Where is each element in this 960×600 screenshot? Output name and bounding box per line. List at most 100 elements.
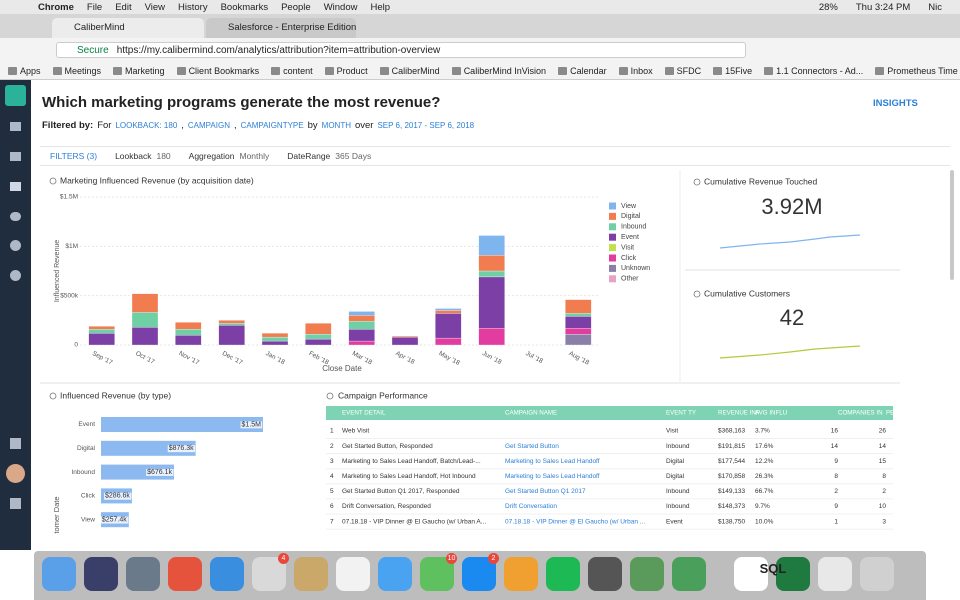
logo[interactable] — [5, 85, 26, 106]
filter-link[interactable]: LOOKBACK: 180 — [115, 121, 178, 130]
menu-item[interactable]: History — [178, 1, 208, 13]
column-header[interactable]: COMPANIES IN — [838, 410, 883, 417]
kpi-value: 3.92M — [761, 194, 822, 219]
dock-icon[interactable] — [168, 557, 202, 591]
chart-title: Influenced Revenue (by type) — [60, 390, 171, 400]
dock-icon[interactable] — [42, 557, 76, 591]
table-cell[interactable]: Marketing to Sales Lead Handoff — [505, 458, 600, 465]
dock-icon[interactable] — [546, 557, 580, 591]
logout-icon[interactable] — [10, 498, 21, 509]
filter-label: DateRange — [287, 151, 331, 161]
bookmark[interactable]: SFDC — [665, 66, 702, 76]
dock-icon[interactable] — [210, 557, 244, 591]
nav-icon[interactable] — [10, 182, 21, 191]
filter-link[interactable]: SEP 6, 2017 - SEP 6, 2018 — [377, 121, 475, 130]
dock-icon[interactable] — [734, 557, 768, 591]
menu-item[interactable]: Help — [370, 1, 391, 13]
column-header[interactable]: REVENUE INF — [718, 410, 760, 417]
bookmark[interactable]: content — [271, 66, 313, 76]
table-cell[interactable]: Drift Conversation — [505, 503, 557, 510]
filters-toggle[interactable]: FILTERS (3) — [50, 151, 98, 161]
legend-label[interactable]: Inbound — [621, 224, 646, 231]
table-cell[interactable]: Marketing to Sales Lead Handoff — [505, 473, 600, 480]
dock-icon[interactable] — [336, 557, 370, 591]
legend-label[interactable]: Unknown — [621, 265, 650, 272]
nav-icon[interactable] — [10, 212, 21, 221]
dock-icon[interactable] — [630, 557, 664, 591]
menu-item[interactable]: Window — [323, 1, 358, 13]
dock-icon[interactable] — [672, 557, 706, 591]
bookmark[interactable]: Prometheus Time S... — [875, 66, 960, 76]
legend-label[interactable]: Event — [621, 234, 639, 241]
chart-title: Marketing Influenced Revenue (by acquisi… — [60, 175, 254, 185]
dock-icon[interactable] — [860, 557, 894, 591]
table-cell[interactable]: 07.18.18 - VIP Dinner @ El Gaucho (w/ Ur… — [505, 518, 645, 525]
dock-icon[interactable] — [84, 557, 118, 591]
bookmark[interactable]: Client Bookmarks — [177, 66, 260, 76]
bookmark[interactable]: Calendar — [558, 66, 607, 76]
table-cell: 9 — [834, 503, 838, 510]
dock-icon[interactable] — [126, 557, 160, 591]
column-header[interactable]: EVENT DETAIL — [342, 410, 386, 417]
filter-item: Aggregation Monthly — [189, 151, 270, 161]
value-label-bg — [167, 445, 196, 453]
filter-link[interactable]: CAMPAIGN — [187, 121, 230, 130]
dock-icon[interactable] — [504, 557, 538, 591]
filter-value: 365 Days — [335, 151, 372, 161]
tab-strip: CaliberMind Salesforce - Enterprise Edit… — [0, 14, 960, 38]
tab[interactable]: CaliberMind — [52, 18, 204, 38]
menu-item[interactable]: Edit — [115, 1, 132, 13]
menu-item[interactable]: View — [144, 1, 166, 13]
bookmark[interactable]: CaliberMind — [380, 66, 440, 76]
column-header[interactable]: PEOPLE INF — [886, 410, 923, 417]
table-cell: 8 — [882, 473, 886, 480]
column-header[interactable]: CAMPAIGN NAME — [505, 410, 557, 417]
bar-segment — [218, 320, 245, 324]
bookmark[interactable]: Meetings — [53, 66, 102, 76]
bar-segment — [305, 338, 332, 346]
table-cell[interactable]: Get Started Button Q1 2017 — [505, 488, 586, 495]
bookmark[interactable]: Marketing — [113, 66, 165, 76]
help-icon[interactable] — [10, 438, 21, 449]
menu-item[interactable]: File — [86, 1, 103, 13]
bookmark[interactable]: CaliberMind InVision — [452, 66, 546, 76]
app-menu[interactable]: Chrome — [38, 1, 74, 13]
legend-label[interactable]: Visit — [621, 244, 634, 251]
nav-icon[interactable] — [10, 270, 21, 281]
column-header[interactable]: AVG INFLU — [755, 410, 787, 417]
table-cell[interactable]: Get Started Button — [505, 443, 559, 450]
menu-item[interactable]: Bookmarks — [220, 1, 269, 13]
dock-icon[interactable] — [588, 557, 622, 591]
avatar[interactable] — [6, 464, 25, 483]
column-header[interactable]: EVENT TY — [666, 410, 696, 417]
table-cell: 26.3% — [755, 473, 774, 480]
legend-label[interactable]: View — [621, 203, 637, 210]
nav-icon[interactable] — [10, 122, 21, 131]
bookmark[interactable]: 1.1 Connectors - Ad... — [764, 66, 863, 76]
url-box[interactable]: Secure https://my.calibermind.com/analyti… — [56, 42, 746, 58]
menu-item[interactable]: People — [281, 1, 311, 13]
bookmark[interactable]: 15Five — [713, 66, 752, 76]
legend-label[interactable]: Click — [621, 255, 637, 262]
dock-icon[interactable] — [294, 557, 328, 591]
dock-label: SQL — [759, 561, 787, 576]
legend-label[interactable]: Digital — [621, 213, 641, 220]
filter-link[interactable]: MONTH — [321, 121, 351, 130]
filter-link[interactable]: CAMPAIGNTYPE — [240, 121, 304, 130]
table-cell: 10 — [879, 503, 887, 510]
filter-value: 180 — [156, 151, 171, 161]
legend-label[interactable]: Other — [621, 276, 639, 283]
bar-segment — [175, 334, 202, 346]
bookmark[interactable]: Product — [325, 66, 368, 76]
dock-icon[interactable] — [818, 557, 852, 591]
nav-icon[interactable] — [10, 240, 21, 251]
dock-icon[interactable] — [378, 557, 412, 591]
nav-icon[interactable] — [10, 152, 21, 161]
bookmark[interactable]: Apps — [8, 66, 41, 76]
bookmark[interactable]: Inbox — [619, 66, 653, 76]
tab[interactable]: Salesforce - Enterprise Edition — [206, 18, 356, 38]
dock-icon[interactable] — [776, 557, 810, 591]
insights-button[interactable]: INSIGHTS — [873, 98, 918, 109]
table-cell: Drift Conversation, Responded — [342, 503, 431, 510]
table-cell: Marketing to Sales Lead Handoff, Hot Inb… — [342, 473, 476, 480]
